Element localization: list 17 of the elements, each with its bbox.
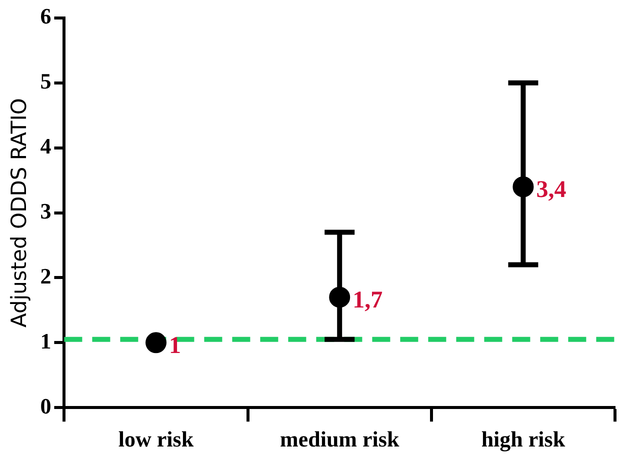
x-tick-label: low risk <box>118 426 194 452</box>
y-tick-label: 6 <box>40 4 52 29</box>
y-axis-title: Adjusted ODDS RATIO <box>7 98 32 328</box>
y-tick-label: 3 <box>40 198 52 224</box>
y-tick-label: 4 <box>40 134 52 159</box>
point <box>512 176 534 198</box>
y-tick-label: 0 <box>40 393 52 418</box>
y-tick-label: 1 <box>40 328 52 354</box>
y-tick-label: 2 <box>40 263 52 288</box>
point <box>329 286 350 308</box>
x-tick-label: high risk <box>481 426 566 452</box>
point <box>146 332 166 354</box>
data-label: 3,4 <box>536 177 566 204</box>
y-tick-label: 5 <box>40 68 52 94</box>
data-label: 1 <box>169 332 181 359</box>
x-tick-label: medium risk <box>280 426 400 452</box>
data-label: 1,7 <box>352 287 383 314</box>
